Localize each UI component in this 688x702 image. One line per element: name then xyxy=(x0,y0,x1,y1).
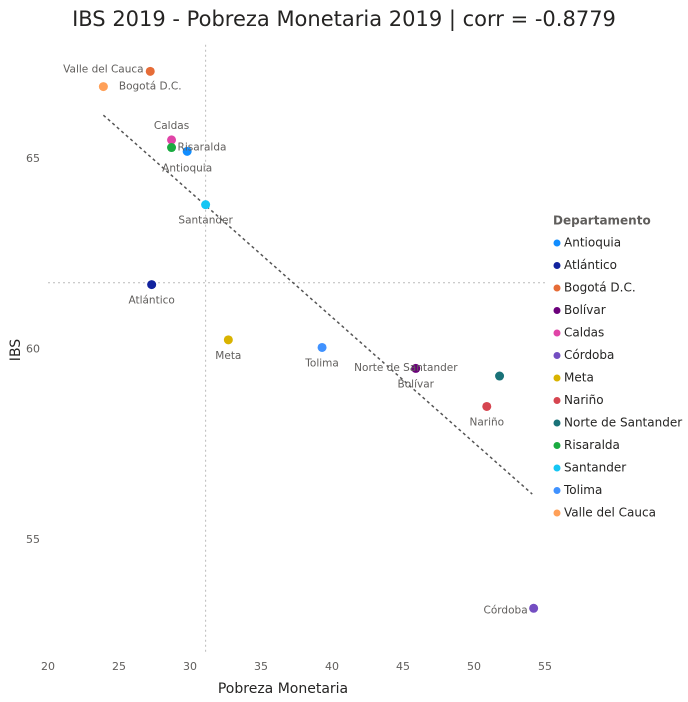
data-point xyxy=(167,135,177,145)
y-tick-label: 60 xyxy=(26,342,40,355)
data-point xyxy=(145,66,155,76)
data-point xyxy=(317,342,327,352)
legend-marker xyxy=(553,442,561,449)
data-point xyxy=(182,146,192,156)
legend-marker xyxy=(553,487,561,494)
chart-title: IBS 2019 - Pobreza Monetaria 2019 | corr… xyxy=(72,7,616,32)
legend-label: Córdoba xyxy=(564,348,614,362)
data-point xyxy=(167,143,177,153)
legend-label: Nariño xyxy=(564,393,604,407)
data-point xyxy=(495,371,505,381)
legend-marker xyxy=(553,284,561,292)
legend-marker xyxy=(553,352,561,359)
data-point xyxy=(147,280,157,290)
point-label: Bolívar xyxy=(398,378,435,390)
legend-marker xyxy=(553,397,561,404)
data-point xyxy=(529,603,539,613)
legend-label: Risaralda xyxy=(564,438,620,452)
point-label: Antioquia xyxy=(162,162,212,174)
x-tick-label: 35 xyxy=(254,660,268,673)
point-label: Norte de Santander xyxy=(354,362,458,374)
x-axis-title: Pobreza Monetaria xyxy=(218,681,348,697)
legend-marker xyxy=(553,329,561,337)
x-tick-label: 50 xyxy=(467,660,481,673)
trend-line xyxy=(102,114,533,495)
x-tick-label: 55 xyxy=(538,660,552,673)
y-tick-label: 55 xyxy=(26,533,40,546)
point-label: Risaralda xyxy=(178,142,227,154)
data-point xyxy=(201,200,211,210)
legend-label: Caldas xyxy=(564,326,604,340)
point-label: Córdoba xyxy=(484,604,528,616)
point-label: Tolima xyxy=(304,357,339,369)
legend-marker xyxy=(553,464,561,472)
legend-label: Meta xyxy=(564,371,594,385)
x-tick-label: 40 xyxy=(325,660,339,673)
point-label: Valle del Cauca xyxy=(63,64,143,76)
legend-label: Antioquia xyxy=(564,236,621,250)
x-tick-label: 30 xyxy=(183,660,197,673)
legend-marker xyxy=(553,307,561,314)
legend-marker xyxy=(553,262,561,269)
point-label: Santander xyxy=(178,215,233,227)
point-label: Nariño xyxy=(469,416,504,428)
x-tick-label: 20 xyxy=(41,660,55,673)
data-point xyxy=(482,401,492,411)
legend-marker xyxy=(553,374,561,382)
point-label: Bogotá D.C. xyxy=(119,80,182,92)
data-point xyxy=(411,363,421,373)
legend-label: Santander xyxy=(564,461,626,475)
legend-label: Bolívar xyxy=(564,303,606,317)
legend-title: Departamento xyxy=(553,214,651,228)
legend-label: Atlántico xyxy=(564,258,617,272)
legend-marker xyxy=(553,419,561,427)
legend-label: Norte de Santander xyxy=(564,416,682,430)
data-point xyxy=(98,82,108,92)
legend-label: Valle del Cauca xyxy=(564,506,656,520)
data-point xyxy=(223,335,233,345)
legend-label: Tolima xyxy=(563,483,602,497)
point-label: Atlántico xyxy=(128,295,174,307)
point-label: Meta xyxy=(215,350,241,362)
legend-marker xyxy=(553,509,561,517)
legend-label: Bogotá D.C. xyxy=(564,281,636,295)
y-tick-label: 65 xyxy=(26,152,40,165)
x-tick-label: 25 xyxy=(112,660,126,673)
x-tick-label: 45 xyxy=(396,660,410,673)
point-label: Caldas xyxy=(154,120,189,132)
legend-marker xyxy=(553,239,561,247)
y-axis-title: IBS xyxy=(8,339,24,361)
